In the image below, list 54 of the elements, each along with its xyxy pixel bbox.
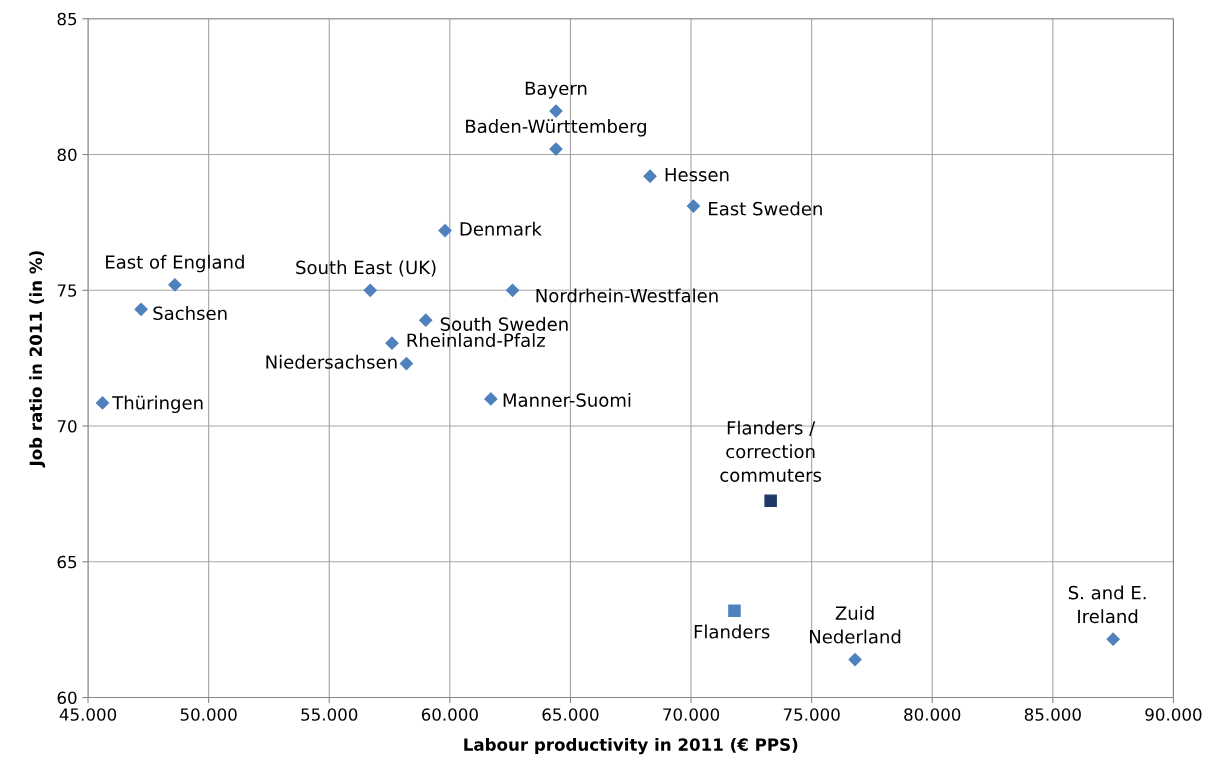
- point: [419, 313, 433, 327]
- point: [399, 356, 414, 371]
- point: [505, 283, 520, 297]
- x-tick-label: 55.000: [301, 708, 358, 721]
- x-tick-label: 75.000: [783, 708, 840, 721]
- y-tick-label: 85: [57, 12, 77, 26]
- annotation: Bayern: [525, 81, 587, 99]
- annotation: Flanders: [694, 624, 770, 639]
- point: [134, 302, 148, 316]
- annotation: Zuid Nederland: [810, 605, 901, 644]
- point: [95, 396, 110, 410]
- y-tick-label: 65: [57, 555, 77, 569]
- point: [1106, 632, 1120, 646]
- annotation: Sachsen: [153, 306, 227, 321]
- point: [764, 494, 777, 507]
- point: [168, 278, 182, 292]
- x-tick-label: 80.000: [904, 708, 961, 721]
- point: [484, 392, 498, 406]
- annotation: Niedersachsen: [266, 354, 397, 369]
- point: [549, 142, 563, 156]
- annotation: Thüringen: [112, 395, 203, 414]
- annotation: Denmark: [460, 221, 542, 236]
- point: [438, 223, 452, 238]
- annotation: South East (UK): [296, 260, 436, 277]
- y-tick-label: 60: [57, 691, 77, 705]
- x-tick-label: 45.000: [59, 708, 117, 721]
- annotation: Nordrhein-Westfalen: [536, 288, 718, 303]
- annotation: S. and E. Ireland: [1068, 585, 1146, 624]
- y-axis-title: Job ratio in 2011 (in %): [29, 251, 46, 468]
- x-tick-label: 50.000: [180, 708, 237, 721]
- point: [728, 604, 741, 617]
- x-tick-label: 90.000: [1145, 708, 1202, 721]
- annotation: Baden-Württemberg: [466, 119, 646, 137]
- point: [549, 104, 563, 118]
- x-tick-label: 85.000: [1024, 708, 1081, 721]
- annotation: Hessen: [665, 168, 729, 182]
- annotation: Flanders / correction commuters: [720, 420, 822, 482]
- y-tick-label: 70: [57, 420, 77, 433]
- point: [643, 169, 657, 183]
- x-tick-label: 60.000: [421, 708, 478, 721]
- y-tick-label: 80: [57, 148, 77, 162]
- y-tick-label: 75: [57, 284, 77, 297]
- annotation: Manner-Suomi: [503, 392, 631, 407]
- annotation: East of England: [106, 254, 244, 273]
- x-tick-label: 65.000: [542, 708, 599, 721]
- point: [848, 652, 862, 667]
- x-tick-label: 70.000: [663, 708, 720, 721]
- annotation: Rheinland-Pfalz: [407, 333, 545, 348]
- x-axis-title: Labour productivity in 2011 (€ PPS): [464, 737, 798, 755]
- point: [385, 336, 399, 350]
- point: [363, 283, 377, 297]
- point: [686, 199, 701, 213]
- annotation: South Sweden: [440, 316, 568, 331]
- annotation: East Sweden: [709, 201, 822, 216]
